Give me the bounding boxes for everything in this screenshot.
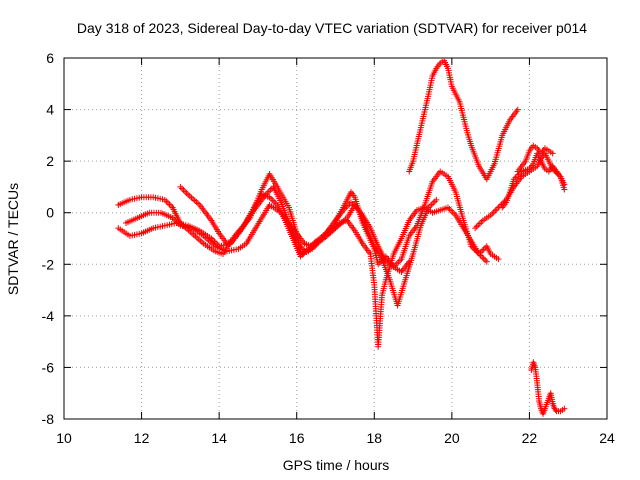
x-tick-label: 10 bbox=[56, 430, 72, 446]
data-points bbox=[115, 57, 568, 417]
x-tick-label: 20 bbox=[444, 430, 460, 446]
x-tick-label: 16 bbox=[289, 430, 305, 446]
y-tick-label: -6 bbox=[42, 359, 55, 375]
data-point bbox=[549, 150, 556, 157]
data-point bbox=[514, 106, 521, 113]
data-point bbox=[483, 258, 490, 265]
data-point bbox=[552, 406, 559, 413]
data-point bbox=[495, 256, 502, 263]
y-axis-label: SDTVAR / TECUs bbox=[5, 183, 21, 295]
y-axis-ticks: -8 -6 -4 -2 0 2 4 6 bbox=[42, 50, 607, 427]
series-track-i bbox=[528, 359, 568, 417]
y-tick-label: -2 bbox=[42, 256, 55, 272]
x-axis-ticks: 10 12 14 16 18 20 22 24 bbox=[56, 58, 615, 446]
data-point bbox=[561, 186, 568, 193]
x-axis-label: GPS time / hours bbox=[283, 457, 390, 473]
x-tick-label: 22 bbox=[522, 430, 538, 446]
y-tick-label: 0 bbox=[46, 205, 54, 221]
plot-frame bbox=[63, 57, 608, 420]
series-track-e bbox=[406, 57, 521, 183]
axes bbox=[63, 57, 608, 420]
x-tick-label: 12 bbox=[134, 430, 150, 446]
y-tick-label: -8 bbox=[42, 411, 55, 427]
y-tick-label: 6 bbox=[46, 50, 54, 66]
series-track-g bbox=[472, 150, 568, 232]
series-track-h bbox=[514, 142, 556, 175]
y-tick-label: 4 bbox=[46, 102, 54, 118]
data-point bbox=[433, 196, 440, 203]
y-tick-label: 2 bbox=[46, 153, 54, 169]
x-tick-label: 24 bbox=[599, 430, 615, 446]
x-tick-label: 14 bbox=[211, 430, 227, 446]
series-track-d bbox=[177, 183, 440, 309]
chart-title: Day 318 of 2023, Sidereal Day-to-day VTE… bbox=[77, 20, 587, 36]
data-point bbox=[561, 405, 568, 412]
y-tick-label: -4 bbox=[42, 308, 55, 324]
x-tick-label: 18 bbox=[366, 430, 382, 446]
